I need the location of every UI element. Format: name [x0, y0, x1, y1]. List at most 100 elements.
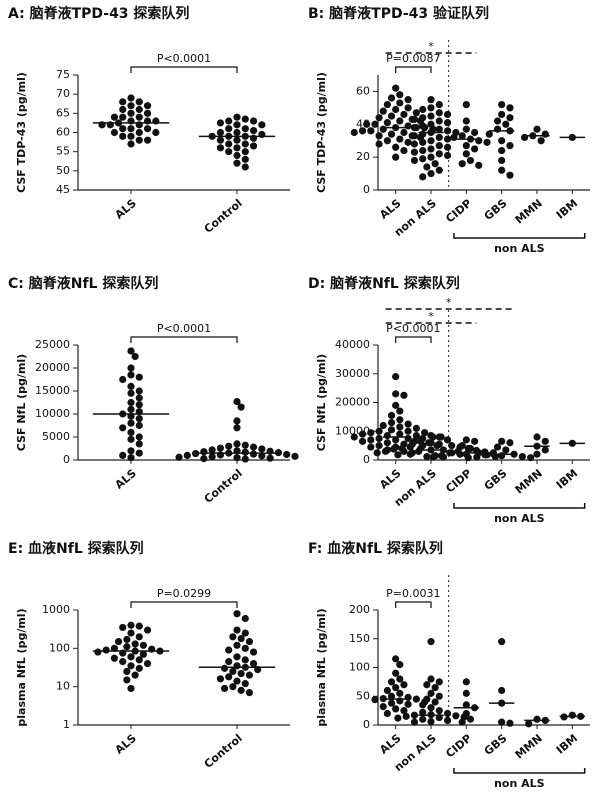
y-tick-label: 5000: [42, 430, 70, 443]
dot: [245, 671, 254, 679]
dot: [404, 420, 412, 428]
y-tick-label: 20000: [35, 361, 70, 374]
dot: [383, 686, 391, 695]
dot: [431, 160, 439, 168]
dot: [127, 364, 135, 372]
dot: [135, 136, 143, 144]
dot: [249, 443, 258, 451]
dot: [143, 109, 152, 117]
dot: [443, 143, 452, 151]
significance-label: P<0.0001: [386, 322, 440, 335]
y-tick-label: 60: [56, 126, 70, 139]
dot: [410, 123, 419, 132]
dot: [127, 662, 135, 670]
dot: [404, 122, 412, 130]
dot: [404, 104, 412, 112]
dot: [423, 452, 431, 461]
dot: [443, 151, 452, 160]
dot: [435, 133, 443, 142]
dot: [291, 452, 299, 460]
dot: [427, 96, 435, 104]
dot: [175, 453, 183, 461]
dot: [458, 442, 466, 450]
dot: [135, 394, 143, 402]
dot: [379, 703, 387, 711]
significance-label: P=0.0299: [157, 587, 211, 600]
dot: [131, 671, 139, 679]
dot: [396, 675, 404, 683]
dot: [233, 653, 241, 661]
dot: [392, 390, 400, 398]
dot: [225, 140, 233, 148]
dot: [233, 626, 241, 634]
y-tick-label: 25000: [35, 338, 70, 351]
dot: [421, 429, 429, 437]
dot: [541, 437, 549, 445]
dot: [427, 638, 435, 646]
dot: [241, 656, 249, 664]
dot: [135, 633, 143, 641]
x-tick-label: CIDP: [443, 197, 474, 226]
dot: [410, 115, 419, 123]
dot: [233, 417, 241, 425]
dot: [135, 105, 143, 114]
dot: [446, 449, 454, 457]
dot: [233, 151, 241, 160]
y-tick-label: 40000: [335, 338, 370, 351]
x-tick-label: GBS: [482, 197, 510, 223]
dot: [375, 442, 383, 450]
dot: [423, 163, 431, 171]
dot: [419, 701, 427, 709]
dot: [383, 709, 391, 718]
dot: [410, 156, 419, 165]
dot: [396, 91, 404, 99]
dot: [241, 680, 249, 688]
dot: [127, 109, 135, 117]
dot: [375, 114, 383, 122]
dot: [233, 677, 241, 685]
y-axis-label: CSF NfL (pg/ml): [315, 354, 328, 451]
dot: [448, 442, 456, 450]
dot: [249, 450, 258, 458]
dot: [475, 161, 483, 169]
dot: [241, 163, 249, 171]
y-tick-label: 20000: [335, 396, 370, 409]
dot: [241, 441, 249, 449]
dot: [375, 427, 383, 435]
dot: [102, 646, 110, 654]
dot: [404, 96, 412, 104]
dot: [127, 621, 135, 629]
dot: [435, 150, 443, 158]
y-tick-label: 50: [56, 164, 70, 177]
dot: [237, 634, 245, 643]
x-tick-label: ALS: [377, 732, 403, 757]
dot: [119, 132, 127, 140]
dot: [396, 697, 404, 705]
dot: [135, 415, 143, 423]
group-label: non ALS: [494, 512, 545, 525]
x-tick-label: MMN: [513, 732, 545, 762]
dot: [394, 451, 402, 459]
y-tick-label: 60: [356, 84, 370, 97]
dot: [143, 102, 152, 110]
significance-label: P<0.0001: [157, 322, 211, 335]
dot: [498, 718, 506, 726]
dot: [375, 132, 383, 140]
dot: [127, 447, 135, 455]
dot: [419, 155, 427, 163]
dot: [396, 416, 404, 424]
dot: [233, 128, 241, 137]
dot: [402, 712, 410, 720]
dot: [404, 138, 412, 146]
dot: [200, 448, 208, 456]
dot: [419, 715, 427, 723]
y-tick-label: 50: [356, 689, 370, 702]
x-tick-label: MMN: [513, 467, 545, 497]
dot: [387, 411, 396, 420]
dot: [383, 100, 391, 109]
dot: [392, 105, 400, 114]
y-axis-label: plasma NfL (pg/ml): [315, 608, 328, 726]
dot: [127, 405, 135, 413]
significance-bracket: [130, 601, 238, 608]
panel-title: B: 脑脊液TPD-43 验证队列: [308, 5, 489, 22]
